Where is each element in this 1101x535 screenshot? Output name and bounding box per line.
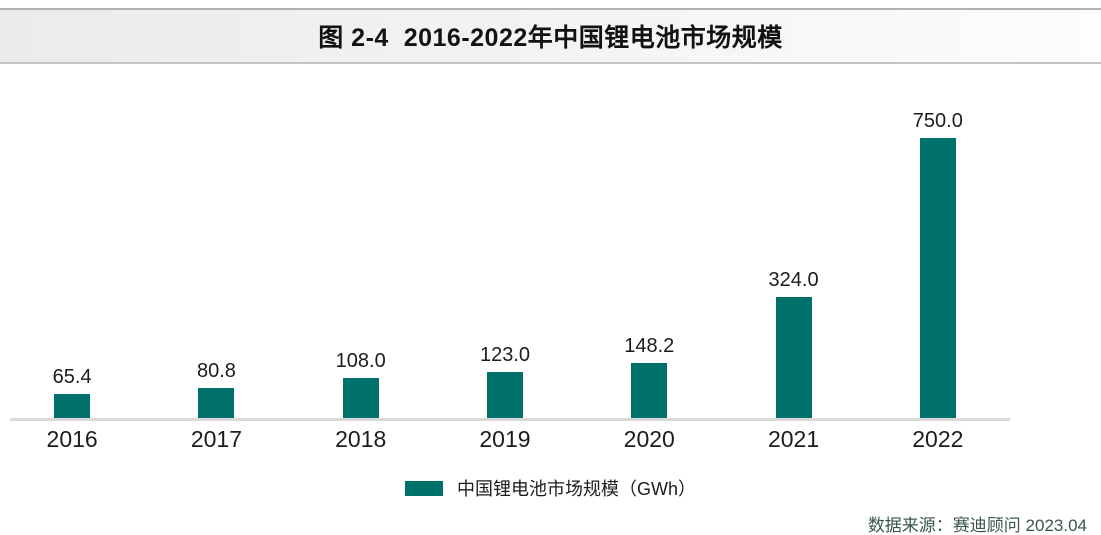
plot-area: 65.4 80.8 108.0 123.0 148.2 324.0 750.0 (0, 64, 1010, 418)
bar-chart: 65.4 80.8 108.0 123.0 148.2 324.0 750.0 2016 20… (0, 64, 1101, 453)
x-axis-label: 2017 (190, 426, 242, 452)
chart-column-2016: 65.4 (0, 366, 144, 418)
chart-column-2017: 80.8 (144, 360, 288, 418)
x-axis-label: 2018 (335, 426, 387, 452)
x-axis-line (10, 418, 1010, 421)
legend-label: 中国锂电池市场规模（GWh） (457, 479, 696, 499)
chart-column-2019: 123.0 (433, 344, 577, 418)
figure-page: 图 2-4 2016-2022年中国锂电池市场规模 65.4 80.8 108.0 1… (0, 8, 1101, 535)
x-axis-label: 2016 (46, 426, 98, 452)
data-source-note: 数据来源：赛迪顾问 2023.04 (867, 516, 1087, 535)
legend-swatch (405, 480, 443, 496)
bar-value-label: 80.8 (196, 359, 236, 382)
bar-2019 (486, 372, 523, 418)
bar-2016 (54, 393, 91, 418)
figure-title-bar: 图 2-4 2016-2022年中国锂电池市场规模 (0, 8, 1101, 64)
x-axis-labels: 2016 2017 2018 2019 2020 2021 2022 (0, 421, 1010, 453)
chart-column-2020: 148.2 (577, 335, 721, 418)
bar-value-label: 108.0 (335, 349, 386, 372)
x-axis-label: 2021 (767, 426, 820, 452)
figure-title: 图 2-4 2016-2022年中国锂电池市场规模 (318, 24, 783, 52)
bar-2017 (198, 387, 235, 418)
chart-legend: 中国锂电池市场规模（GWh） (0, 475, 1101, 501)
x-axis-label: 2022 (912, 426, 964, 452)
bar-value-label: 750.0 (912, 110, 963, 132)
bar-value-label: 123.0 (479, 344, 531, 367)
x-axis-label: 2020 (623, 426, 675, 452)
chart-column-2021: 324.0 (721, 269, 865, 418)
bar-value-label: 148.2 (624, 334, 675, 357)
bar-2021 (775, 297, 812, 418)
x-axis-label: 2019 (479, 426, 531, 452)
chart-column-2018: 108.0 (289, 350, 433, 418)
bar-2020 (631, 362, 668, 418)
bar-2022 (919, 138, 956, 418)
bar-value-label: 65.4 (52, 365, 92, 388)
bar-2018 (342, 377, 379, 418)
bar-value-label: 324.0 (768, 269, 819, 291)
chart-column-2022: 750.0 (866, 110, 1010, 418)
